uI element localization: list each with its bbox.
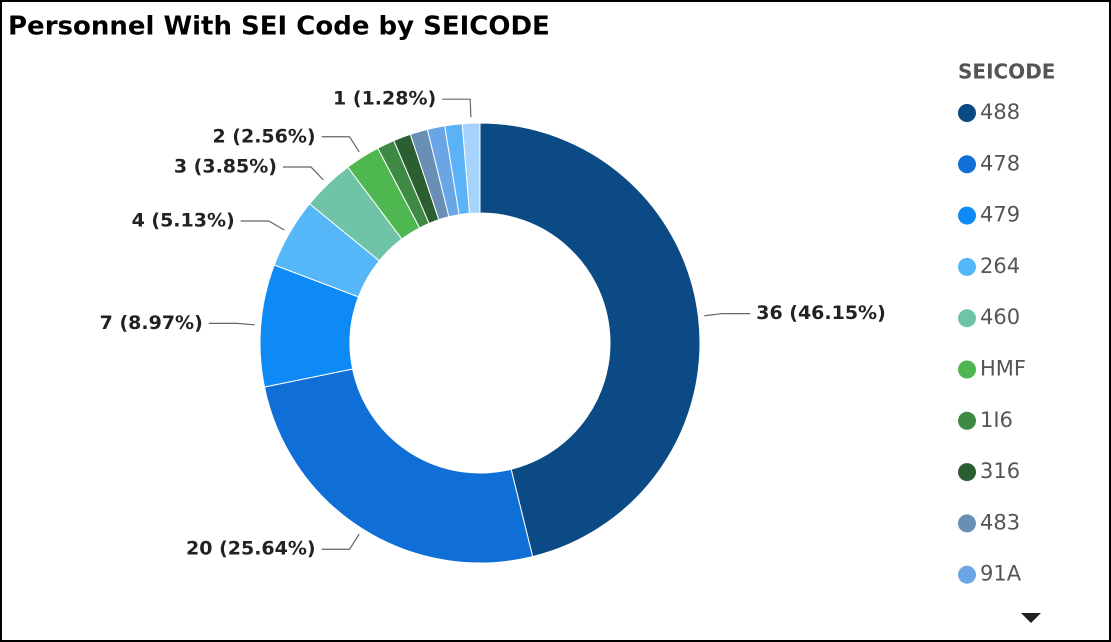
legend-swatch (958, 257, 976, 276)
leader-line (321, 136, 360, 153)
leader-line (208, 322, 255, 326)
legend-label: 264 (980, 254, 1020, 278)
legend-label: 1I6 (980, 408, 1013, 432)
legend-swatch (958, 411, 976, 430)
legend-label: 483 (980, 510, 1020, 534)
leader-line (240, 220, 285, 231)
legend-label: 460 (980, 305, 1020, 329)
leader-line (442, 98, 472, 118)
legend-label: HMF (980, 357, 1026, 381)
donut-slice (479, 122, 701, 558)
donut-slice (461, 122, 481, 214)
legend-scroll-arrow[interactable] (1021, 613, 1041, 623)
legend-swatch (958, 155, 976, 174)
legend-swatch (958, 463, 976, 482)
legend-label: 478 (980, 151, 1020, 175)
legend-swatch (958, 104, 976, 122)
legend-swatch (958, 565, 976, 584)
legend-label: 91A (980, 562, 1022, 586)
legend-swatch (958, 360, 976, 379)
legend-swatch (958, 514, 976, 533)
data-label: 1 (1.28%) (333, 88, 436, 110)
data-label: 4 (5.13%) (132, 210, 235, 232)
chart-title: Personnel With SEI Code by SEICODE (8, 12, 550, 42)
legend-label: 479 (980, 203, 1020, 227)
data-label: 3 (3.85%) (174, 156, 277, 178)
donut-slice (263, 368, 534, 564)
data-label: 2 (2.56%) (212, 125, 315, 147)
leader-line (282, 166, 324, 181)
legend-swatch (958, 309, 976, 328)
legend-label: 488 (980, 100, 1020, 124)
legend-title: SEICODE (958, 60, 1055, 84)
legend-swatch (958, 206, 976, 225)
data-label: 36 (46.15%) (756, 302, 886, 324)
data-label: 7 (8.97%) (100, 312, 203, 334)
data-label: 20 (25.64%) (186, 538, 316, 560)
leader-line (321, 533, 360, 550)
leader-line (704, 312, 751, 317)
legend-label: 316 (980, 459, 1020, 483)
